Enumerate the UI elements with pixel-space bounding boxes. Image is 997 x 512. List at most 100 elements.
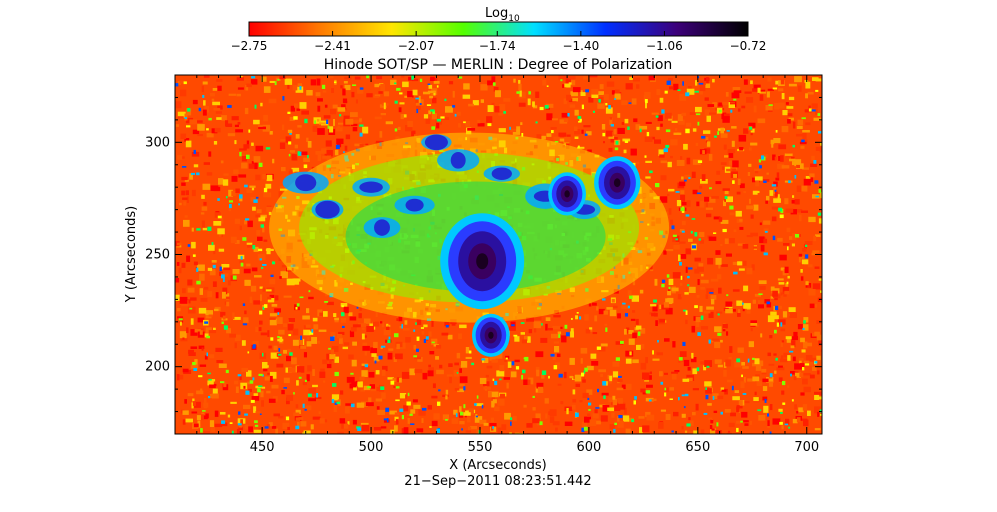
texture-cell — [419, 78, 423, 82]
texture-cell — [792, 195, 795, 198]
texture-cell — [302, 403, 305, 408]
texture-cell — [283, 295, 292, 298]
texture-cell — [708, 236, 717, 241]
texture-cell — [753, 84, 761, 89]
texture-cell — [179, 296, 188, 304]
texture-cell — [692, 412, 696, 416]
texture-cell — [325, 293, 329, 297]
texture-cell — [249, 185, 256, 188]
texture-cell — [706, 141, 711, 147]
texture-cell — [612, 371, 619, 378]
texture-cell — [197, 317, 205, 323]
texture-cell — [677, 89, 681, 91]
texture-cell — [603, 310, 608, 315]
texture-cell — [707, 104, 715, 107]
texture-cell — [545, 323, 548, 331]
texture-cell — [709, 425, 713, 430]
texture-cell — [709, 187, 712, 190]
texture-cell — [245, 218, 250, 221]
texture-cell — [342, 88, 346, 96]
texture-cell — [694, 305, 698, 309]
texture-cell — [396, 87, 401, 91]
texture-cell — [670, 139, 678, 146]
texture-cell — [703, 310, 711, 314]
texture-cell — [455, 413, 458, 418]
texture-cell — [579, 90, 583, 93]
texture-cell — [706, 77, 709, 84]
texture-cell — [483, 386, 491, 390]
texture-cell — [696, 201, 700, 207]
texture-cell — [218, 248, 225, 252]
texture-cell — [303, 329, 311, 336]
texture-cell — [217, 228, 225, 235]
texture-cell — [732, 308, 736, 312]
texture-cell — [208, 117, 212, 121]
texture-cell — [202, 109, 207, 116]
texture-cell — [698, 82, 704, 85]
texture-cell — [326, 301, 334, 306]
texture-cell — [253, 429, 261, 433]
texture-cell — [203, 430, 210, 434]
texture-cell — [673, 411, 679, 417]
texture-cell — [722, 166, 725, 170]
texture-cell — [487, 123, 492, 127]
texture-cell — [612, 395, 616, 400]
texture-cell — [257, 254, 266, 261]
texture-cell — [186, 327, 189, 334]
texture-cell — [250, 79, 258, 85]
texture-cell — [267, 297, 275, 303]
texture-cell — [198, 375, 203, 378]
texture-cell — [610, 124, 614, 127]
texture-cell — [409, 368, 415, 376]
texture-cell — [458, 123, 461, 128]
texture-cell — [280, 139, 289, 142]
texture-cell — [374, 360, 377, 364]
texture-cell — [773, 353, 777, 356]
texture-cell — [322, 156, 330, 159]
texture-cell — [334, 149, 339, 156]
texture-cell — [617, 313, 621, 319]
texture-cell — [804, 241, 813, 245]
texture-cell — [729, 238, 735, 244]
texture-cell — [433, 80, 440, 84]
texture-cell — [790, 373, 792, 377]
texture-cell — [181, 176, 188, 181]
texture-cell — [223, 173, 229, 176]
texture-cell — [599, 84, 604, 90]
texture-cell — [781, 425, 784, 430]
texture-cell — [788, 117, 794, 121]
texture-cell — [811, 109, 816, 112]
texture-cell — [746, 433, 754, 434]
texture-cell — [300, 335, 303, 340]
texture-cell — [459, 376, 468, 383]
texture-cell — [213, 186, 221, 192]
texture-cell — [589, 327, 593, 330]
texture-cell — [389, 410, 397, 415]
texture-cell — [211, 393, 219, 399]
texture-cell — [318, 411, 321, 415]
texture-cell — [812, 366, 817, 371]
texture-cell — [693, 430, 699, 434]
texture-cell — [699, 185, 703, 189]
texture-cell — [748, 163, 752, 167]
texture-cell — [186, 196, 189, 203]
texture-cell — [220, 217, 224, 224]
texture-cell — [679, 229, 685, 233]
texture-cell — [758, 300, 760, 307]
texture-cell — [279, 76, 286, 80]
texture-cell — [574, 126, 578, 131]
texture-cell — [251, 267, 258, 272]
texture-cell — [546, 133, 552, 137]
texture-cell — [718, 264, 721, 269]
texture-cell — [254, 424, 259, 427]
texture-cell — [664, 338, 670, 342]
texture-cell — [612, 398, 617, 406]
texture-cell — [617, 416, 620, 422]
texture-cell — [359, 118, 362, 122]
x-tick-label: 500 — [359, 440, 384, 455]
texture-cell — [413, 345, 417, 350]
texture-cell — [262, 226, 265, 233]
texture-cell — [642, 425, 650, 433]
texture-cell — [596, 91, 604, 95]
texture-cell — [621, 384, 626, 389]
